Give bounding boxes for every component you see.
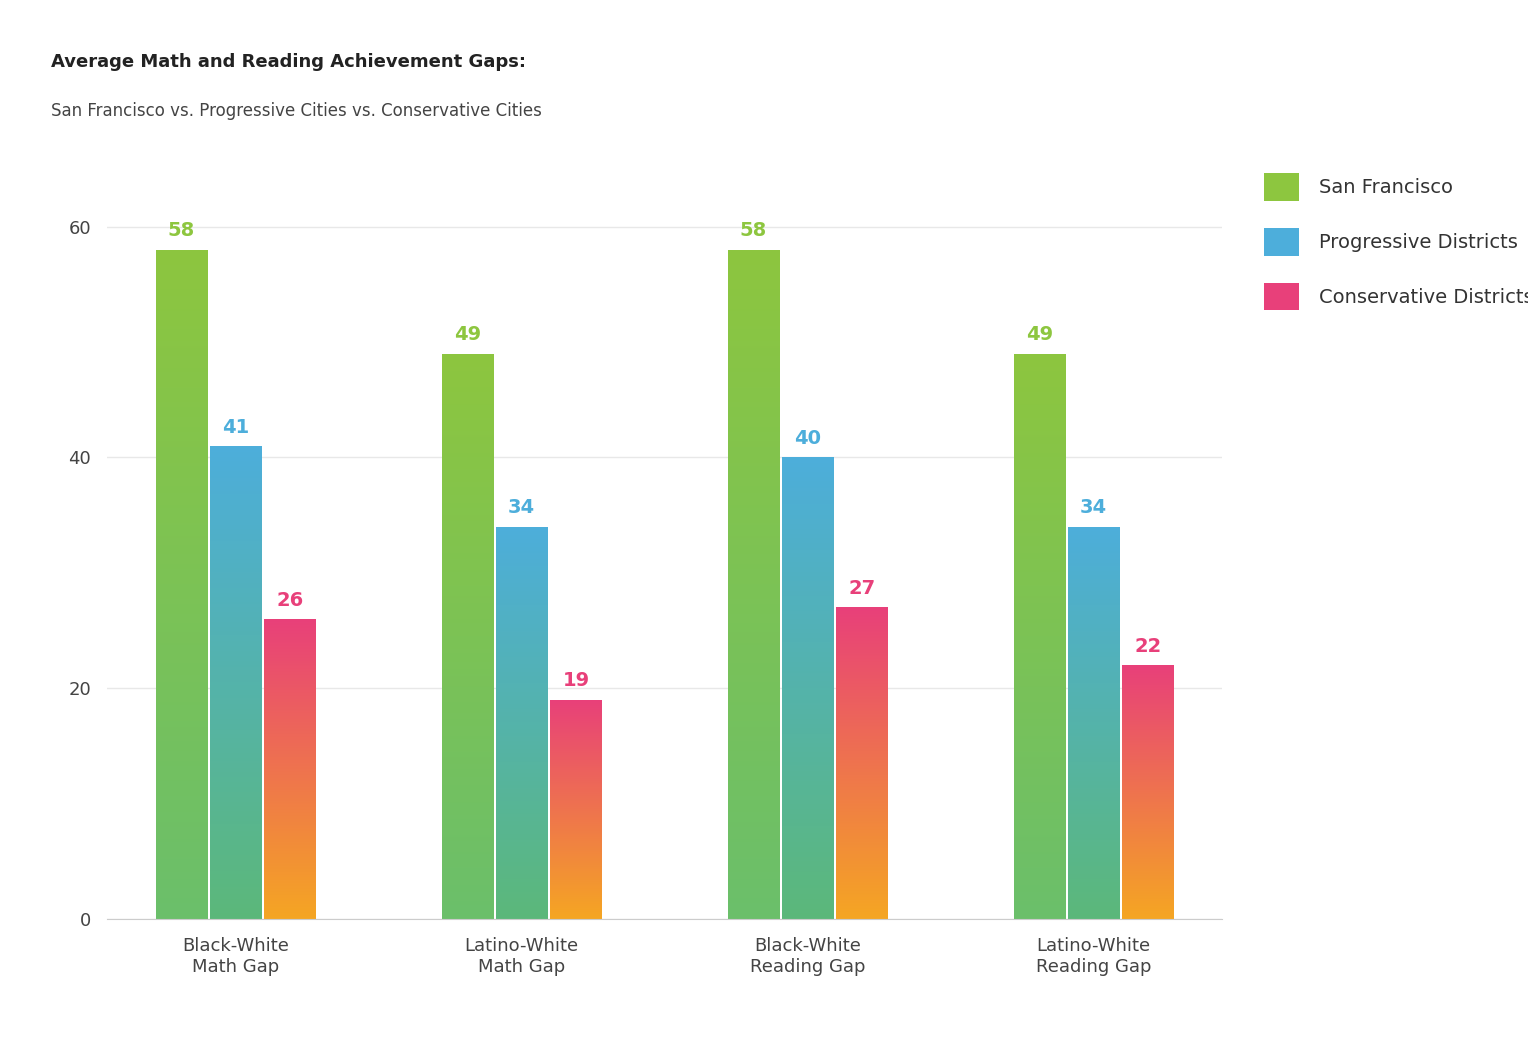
Text: 49: 49 [1025,325,1053,344]
Text: 34: 34 [1080,498,1108,517]
Text: 19: 19 [562,672,590,691]
Text: 34: 34 [509,498,535,517]
Text: 22: 22 [1134,637,1161,656]
Text: 41: 41 [222,417,249,436]
Text: 58: 58 [740,222,767,241]
Text: 40: 40 [795,429,821,448]
Legend: San Francisco, Progressive Districts, Conservative Districts: San Francisco, Progressive Districts, Co… [1254,164,1528,320]
Text: 58: 58 [168,222,196,241]
Text: 26: 26 [277,590,304,609]
Text: San Francisco vs. Progressive Cities vs. Conservative Cities: San Francisco vs. Progressive Cities vs.… [52,102,542,120]
Text: 27: 27 [848,579,876,598]
Text: Average Math and Reading Achievement Gaps:: Average Math and Reading Achievement Gap… [52,54,526,72]
Text: 49: 49 [454,325,481,344]
